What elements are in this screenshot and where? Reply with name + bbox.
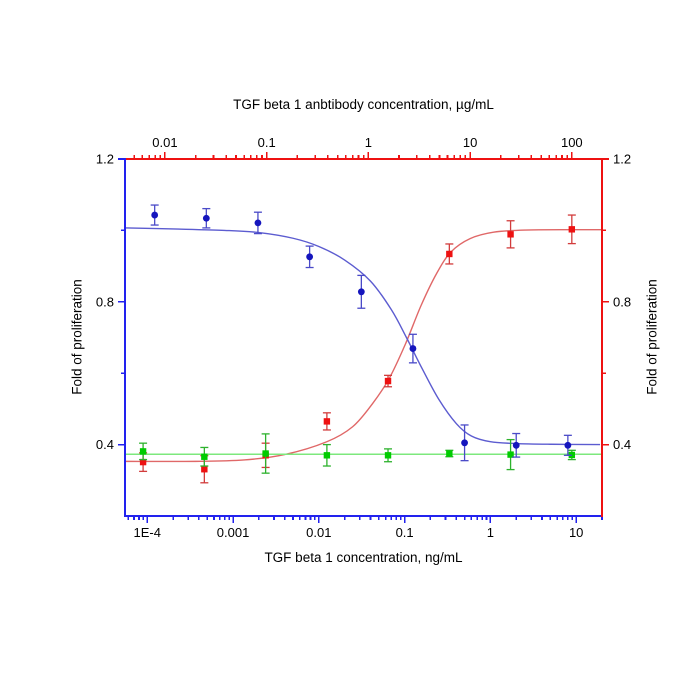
bottom-axis-tick-label: 0.01 — [306, 525, 331, 540]
left-axis-tick-label: 0.8 — [96, 294, 114, 309]
bottom-axis-tick-label: 0.1 — [396, 525, 414, 540]
antibody-neutralization-point — [384, 377, 392, 385]
control-antibody-alone-point — [507, 451, 514, 458]
bottom-axis-tick-label: 1E-4 — [134, 525, 161, 540]
antibody-neutralization-fit-curve — [124, 228, 603, 463]
control-antibody-alone-point — [323, 452, 331, 459]
left-axis-tick-label: 0.4 — [96, 437, 114, 452]
top-axis-title: TGF beta 1 anbtibody concentration, µg/m… — [233, 97, 494, 112]
bottom-axis-tick-label: 10 — [569, 525, 583, 540]
right-axis-tick-label: 1.2 — [613, 152, 631, 167]
bottom-axis-title: TGF beta 1 concentration, ng/mL — [264, 550, 463, 565]
control-antibody-alone-point — [384, 452, 392, 459]
top-axis-tick-label: 0.1 — [258, 135, 276, 150]
tgfb1-dose-response-point — [512, 441, 520, 449]
tgfb1-dose-response-point — [254, 219, 262, 227]
control-antibody-alone-point — [201, 453, 208, 460]
tgfb1-dose-response-point — [461, 439, 468, 447]
tgfb1-dose-response-point — [357, 288, 365, 296]
control-antibody-alone-point — [139, 448, 147, 455]
control-antibody-alone-point — [446, 450, 453, 457]
antibody-neutralization-point — [201, 466, 208, 473]
antibody-neutralization-point — [507, 231, 514, 238]
top-axis-tick-label: 0.01 — [152, 135, 177, 150]
top-axis-tick-label: 1 — [365, 135, 372, 150]
top-axis-tick-label: 10 — [463, 135, 477, 150]
right-axis-tick-label: 0.4 — [613, 437, 631, 452]
right-axis-tick-label: 0.8 — [613, 294, 631, 309]
tgfb1-dose-response-fit-curve — [125, 227, 601, 446]
antibody-neutralization-point — [446, 250, 453, 258]
tgfb1-dose-response-point — [409, 345, 417, 352]
antibody-neutralization-point — [323, 418, 331, 425]
tgfb1-dose-response-point — [306, 253, 314, 261]
tgfb1-dose-response-point — [202, 214, 210, 222]
tgfb1-dose-response-point — [564, 441, 572, 449]
tgfb1-dose-response-point — [151, 211, 159, 219]
bottom-axis-tick-label: 1 — [487, 525, 494, 540]
top-axis-tick-label: 100 — [561, 135, 583, 150]
antibody-neutralization-point — [139, 458, 147, 466]
control-antibody-alone-point — [262, 450, 269, 457]
bottom-axis-tick-label: 0.001 — [217, 525, 250, 540]
left-axis-tick-label: 1.2 — [96, 152, 114, 167]
antibody-neutralization-point — [568, 226, 576, 233]
